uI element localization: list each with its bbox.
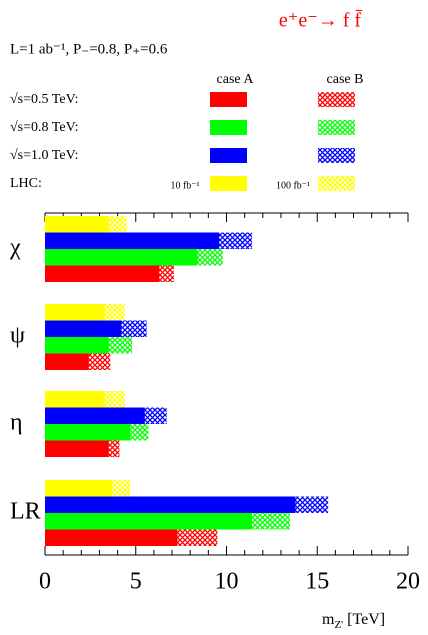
bar-case-a xyxy=(45,480,113,497)
legend-swatch-hatched xyxy=(318,120,355,135)
legend-header: case B xyxy=(327,72,364,87)
x-tick-label: 15 xyxy=(305,569,329,595)
legend-swatch xyxy=(210,148,247,163)
bar-case-a xyxy=(45,407,145,424)
bar-case-a xyxy=(45,249,198,266)
bar-case-a xyxy=(45,529,178,546)
bar-case-a xyxy=(45,391,105,408)
legend-label: √s=0.8 TeV: xyxy=(10,120,79,135)
x-tick-label: 20 xyxy=(396,569,420,595)
x-label-sub: Z' xyxy=(334,619,343,631)
bar-case-a xyxy=(45,304,105,321)
legend-label: √s=1.0 TeV: xyxy=(10,148,79,163)
x-tick-label: 10 xyxy=(215,569,239,595)
bar-case-a xyxy=(45,320,122,337)
x-axis-label: mZ' [TeV] xyxy=(322,611,385,631)
x-tick-label: 0 xyxy=(39,569,51,595)
category-label: LR xyxy=(10,499,41,525)
bar-case-a xyxy=(45,232,220,249)
x-tick-label: 5 xyxy=(130,569,142,595)
x-label-unit: [TeV] xyxy=(347,611,385,628)
legend-swatch-hatched xyxy=(318,92,355,107)
bar-case-a xyxy=(45,424,131,441)
subtitle: L=1 ab⁻¹, P₋=0.8, P₊=0.6 xyxy=(10,41,168,57)
chart-title: e⁺e⁻→ f f̄ xyxy=(279,9,363,32)
legend-swatch-hatched xyxy=(318,176,355,191)
category-label: η xyxy=(10,410,23,436)
x-label-main: m xyxy=(322,611,335,628)
legend-swatch xyxy=(210,92,247,107)
legend-swatch xyxy=(210,176,247,191)
legend-header: case A xyxy=(217,72,255,87)
category-label: χ xyxy=(9,235,21,261)
bar-case-a xyxy=(45,265,160,282)
bar-case-a xyxy=(45,513,252,530)
bar-case-a xyxy=(45,337,109,354)
legend-label: √s=0.5 TeV: xyxy=(10,92,79,107)
legend-swatch-hatched xyxy=(318,148,355,163)
legend-swatch xyxy=(210,120,247,135)
bar-case-a xyxy=(45,216,109,233)
bar-case-a xyxy=(45,353,89,370)
category-label: ψ xyxy=(10,323,25,349)
legend-case-label: 100 fb⁻¹ xyxy=(276,180,310,191)
legend-case-label: 10 fb⁻¹ xyxy=(170,180,199,191)
bar-case-a xyxy=(45,496,296,513)
bar-case-a xyxy=(45,440,109,457)
legend-label: LHC: xyxy=(10,176,42,191)
